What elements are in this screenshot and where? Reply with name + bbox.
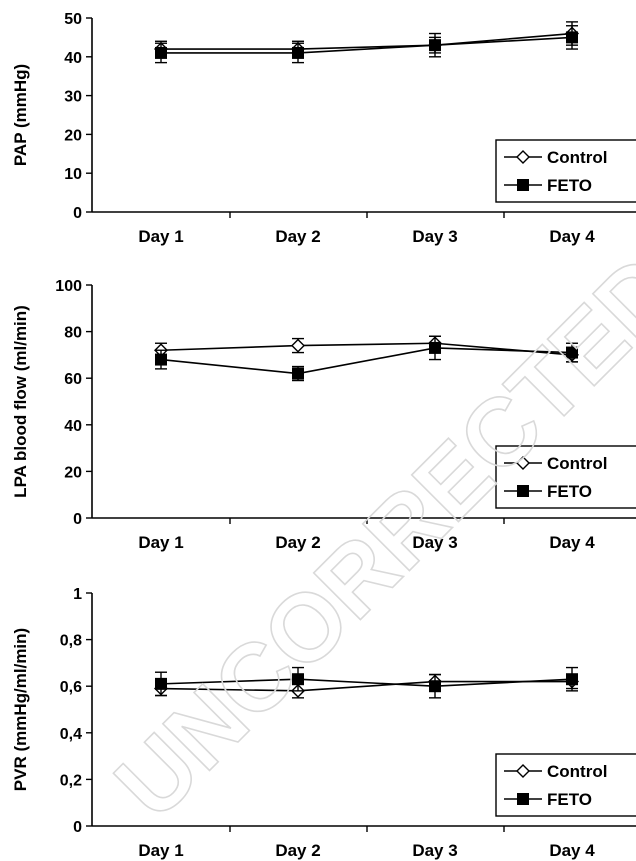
legend-item-control: Control [504, 762, 607, 781]
y-tick-label: 0,8 [60, 633, 82, 650]
y-tick-label: 50 [64, 11, 82, 28]
series-line [160, 342, 573, 356]
legend-marker [517, 179, 529, 191]
legend-label: Control [547, 454, 607, 473]
x-tick-label: Day 1 [138, 227, 183, 246]
y-tick-label: 1 [73, 586, 82, 603]
y-tick-label: 20 [64, 464, 82, 481]
x-tick-label: Day 4 [549, 227, 595, 246]
series-line [160, 347, 573, 375]
legend-item-feto: FETO [504, 482, 592, 501]
data-point [566, 673, 578, 686]
data-point [155, 46, 167, 59]
legend-item-feto: FETO [504, 176, 592, 195]
x-tick-label: Day 2 [275, 227, 320, 246]
series-line [161, 32, 573, 50]
data-point [566, 346, 578, 359]
legend-label: FETO [547, 176, 592, 195]
y-tick-label: 0 [73, 205, 82, 222]
series-feto [155, 666, 578, 699]
y-axis-label: PAP (mmHg) [11, 64, 30, 166]
y-tick-label: 0,4 [60, 726, 82, 743]
series-line [160, 680, 572, 692]
x-tick-label: Day 3 [412, 533, 457, 552]
legend-box [495, 445, 636, 509]
legend-marker [516, 456, 530, 470]
series-feto [155, 25, 578, 64]
legend-marker [517, 485, 529, 497]
x-tick-label: Day 3 [412, 841, 457, 860]
chart-panel-2: LPA blood flow (ml/min) 0 20 40 60 80 100 Day 1… [11, 278, 636, 552]
legend-label: FETO [547, 790, 592, 809]
x-tick-label: Day 2 [275, 533, 320, 552]
legend: Control FETO [495, 139, 636, 203]
data-point [155, 677, 167, 690]
y-tick-label: 60 [64, 371, 82, 388]
legend-box [495, 139, 636, 203]
series-feto [155, 335, 578, 382]
x-tick-label: Day 3 [412, 227, 457, 246]
legend: Control FETO [495, 753, 636, 817]
data-point [429, 39, 441, 52]
legend: Control FETO [495, 445, 636, 509]
y-tick-label: 0 [73, 511, 82, 528]
x-tick-label: Day 2 [275, 841, 320, 860]
legend-item-feto: FETO [504, 790, 592, 809]
series-line [161, 36, 573, 54]
chart-panel-3: PVR (mmHg/ml/min) 0 0,2 0,4 0,6 0,8 1 Day 1 Day … [11, 586, 636, 860]
data-point [292, 46, 304, 59]
x-tick-label: Day 1 [138, 841, 183, 860]
series-control [154, 21, 579, 58]
y-tick-label: 80 [64, 325, 82, 342]
y-axis-label: LPA blood flow (ml/min) [11, 305, 30, 498]
legend-label: Control [547, 148, 607, 167]
y-tick-label: 40 [64, 418, 82, 435]
legend-marker [516, 764, 530, 778]
legend-marker [517, 793, 529, 805]
y-tick-label: 40 [64, 50, 82, 67]
x-tick-label: Day 4 [549, 533, 595, 552]
legend-label: FETO [547, 482, 592, 501]
data-point [429, 680, 441, 693]
y-tick-label: 10 [64, 166, 82, 183]
data-point [566, 31, 578, 44]
data-point [292, 673, 304, 686]
y-tick-label: 30 [64, 89, 82, 106]
legend-item-control: Control [504, 454, 607, 473]
legend-box [495, 753, 636, 817]
y-tick-label: 0,2 [60, 772, 82, 789]
data-point [429, 341, 441, 354]
y-tick-label: 20 [64, 127, 82, 144]
series-line [160, 678, 573, 688]
chart-panel-1: PAP (mmHg) 0 10 20 30 40 50 Day 1 Day 2 Day 3 Day … [11, 11, 636, 246]
x-tick-label: Day 1 [138, 533, 183, 552]
y-tick-label: 0,6 [60, 679, 82, 696]
legend-item-control: Control [504, 148, 607, 167]
data-point [155, 353, 167, 366]
data-point [292, 367, 304, 380]
legend-marker [516, 150, 530, 164]
x-tick-label: Day 4 [549, 841, 595, 860]
legend-label: Control [547, 762, 607, 781]
y-tick-label: 0 [73, 819, 82, 836]
y-tick-label: 100 [55, 278, 82, 295]
y-axis-label: PVR (mmHg/ml/min) [11, 628, 30, 791]
data-point [291, 338, 305, 353]
